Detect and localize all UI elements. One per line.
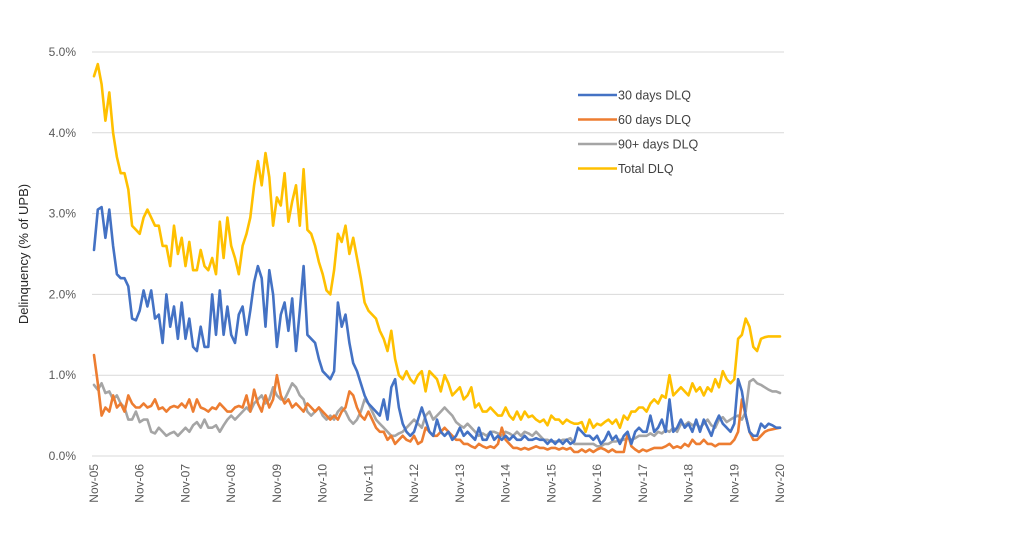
x-tick-label: Nov-17 [636, 464, 650, 503]
legend-label: 90+ days DLQ [618, 138, 699, 152]
legend-label: Total DLQ [618, 162, 674, 176]
y-tick-label: 4.0% [49, 126, 77, 140]
y-tick-label: 3.0% [49, 207, 77, 221]
x-tick-label: Nov-05 [87, 464, 101, 503]
x-tick-label: Nov-09 [270, 464, 284, 503]
series-line-60-days-dlq [92, 353, 782, 454]
x-tick-label: Nov-20 [773, 464, 787, 503]
x-tick-label: Nov-12 [407, 464, 421, 503]
x-tick-label: Nov-15 [544, 464, 558, 503]
x-tick-label: Nov-06 [133, 464, 147, 503]
x-tick-label: Nov-19 [727, 464, 741, 503]
series-line-total-dlq [92, 62, 782, 434]
series-lines [92, 62, 782, 454]
legend-item: 90+ days DLQ [578, 138, 699, 152]
series-line-30-days-dlq [92, 205, 782, 446]
y-tick-label: 0.0% [49, 449, 77, 463]
y-axis-tick-labels: 0.0% 1.0% 2.0% 3.0% 4.0% 5.0% [49, 45, 77, 463]
x-tick-label: Nov-10 [316, 464, 330, 503]
y-tick-label: 2.0% [49, 287, 77, 301]
legend-label: 30 days DLQ [618, 89, 691, 103]
legend-item: 30 days DLQ [578, 89, 691, 103]
x-tick-label: Nov-08 [224, 464, 238, 503]
legend-label: 60 days DLQ [618, 113, 691, 127]
x-tick-label: Nov-16 [590, 464, 604, 503]
legend: 30 days DLQ 60 days DLQ 90+ days DLQ Total … [578, 89, 699, 176]
x-tick-label: Nov-13 [453, 464, 467, 503]
x-axis-tick-labels: Nov-05 Nov-06 Nov-07 Nov-08 Nov-09 Nov-10 Nov-… [87, 464, 787, 503]
x-tick-label: Nov-07 [178, 464, 192, 503]
y-tick-label: 5.0% [49, 45, 77, 59]
gridlines [92, 51, 784, 457]
x-tick-label: Nov-18 [682, 464, 696, 503]
x-tick-label: Nov-11 [361, 464, 375, 502]
legend-item: Total DLQ [578, 162, 674, 176]
y-axis-title: Delinquency (% of UPB) [16, 184, 31, 324]
y-tick-label: 1.0% [49, 368, 77, 382]
x-tick-label: Nov-14 [499, 464, 513, 503]
legend-item: 60 days DLQ [578, 113, 691, 127]
